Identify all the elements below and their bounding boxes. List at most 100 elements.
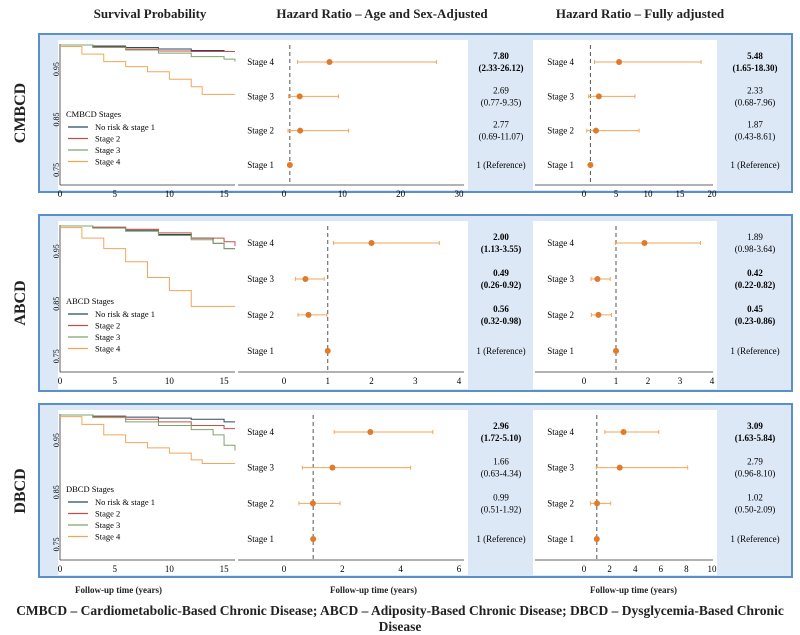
x-tick-label: 5: [614, 189, 619, 199]
hr-ci-label: (1.72-5.10): [481, 433, 522, 443]
x-tick-label: 6: [457, 564, 462, 574]
x-tick-label: 4: [633, 564, 638, 574]
hr-card-abcd: [533, 221, 717, 389]
hr-ci-label: (0.50-2.09): [735, 504, 776, 514]
hr-ci-label: (0.26-0.92): [481, 280, 522, 290]
stage-label: Stage 4: [547, 427, 574, 437]
stage-label: Stage 3: [547, 91, 574, 101]
hr-reference-label: 1 (Reference): [476, 534, 525, 544]
stage-label: Stage 1: [547, 534, 574, 544]
legend-title: ABCD Stages: [66, 296, 114, 306]
xlabel-hr-age-sex: Follow-up time (years): [330, 585, 417, 595]
hr-value-label: 5.48: [747, 51, 763, 61]
x-tick-label: 3: [678, 376, 683, 386]
y-tick-label: 0.75: [52, 537, 61, 551]
hr-point: [302, 275, 309, 282]
legend-label: No risk & stage 1: [95, 497, 155, 507]
hr-value-label: 1.66: [493, 457, 509, 467]
hr-point: [616, 59, 623, 65]
hr-value-label: 2.79: [747, 457, 763, 467]
stage-label: Stage 1: [247, 534, 274, 544]
legend-label: Stage 3: [95, 145, 120, 155]
legend-label: No risk & stage 1: [95, 309, 155, 319]
hr-card-cmbcd: [236, 40, 468, 190]
hr-point: [329, 464, 336, 471]
hr-point: [594, 275, 601, 282]
hr-point: [368, 240, 375, 246]
stage-label: Stage 3: [547, 274, 574, 284]
x-tick-label: 10: [165, 376, 175, 386]
hr-ci-label: (0.51-1.92): [481, 504, 522, 514]
hr-point: [613, 347, 619, 354]
header-survival: Survival Probability: [93, 6, 207, 21]
x-tick-label: 20: [396, 189, 406, 199]
hr-reference-label: 1 (Reference): [730, 160, 779, 170]
survival-card-dbcd: [58, 410, 237, 575]
stage-label: Stage 3: [247, 274, 274, 284]
y-tick-label: 0.95: [52, 62, 61, 76]
x-tick-label: 10: [338, 189, 348, 199]
hr-point: [296, 93, 303, 100]
x-tick-label: 0: [58, 564, 63, 574]
hr-point: [305, 311, 312, 318]
x-tick-label: 15: [220, 189, 230, 199]
hr-ci-label: (0.77-9.35): [481, 97, 522, 107]
x-tick-label: 15: [220, 564, 230, 574]
hr-ci-label: (0.43-8.61): [735, 132, 776, 142]
x-tick-label: 0: [582, 376, 587, 386]
x-tick-label: 4: [398, 564, 403, 574]
stage-label: Stage 2: [247, 498, 274, 508]
stage-label: Stage 2: [247, 126, 274, 136]
hr-ci-label: (0.23-0.86): [735, 316, 776, 326]
hr-card-cmbcd: [533, 40, 717, 190]
y-tick-label: 0.75: [52, 163, 61, 177]
legend-label: Stage 3: [95, 332, 120, 342]
x-tick-label: 2: [607, 564, 612, 574]
hr-reference-label: 1 (Reference): [476, 346, 525, 356]
survival-card-cmbcd: [58, 40, 237, 190]
hr-ci-label: (0.22-0.82): [735, 280, 776, 290]
hr-ci-label: (0.68-7.96): [735, 97, 776, 107]
x-tick-label: 10: [644, 189, 654, 199]
x-tick-label: 0: [282, 564, 287, 574]
hr-card-abcd: [236, 221, 468, 389]
hr-value-label: 0.42: [747, 268, 763, 278]
hr-value-label: 7.80: [493, 51, 509, 61]
x-tick-label: 10: [165, 189, 175, 199]
stage-label: Stage 3: [247, 463, 274, 473]
stage-label: Stage 4: [547, 57, 574, 67]
y-tick-label: 0.85: [52, 113, 61, 127]
hr-point: [595, 311, 602, 318]
y-tick-label: 0.85: [52, 485, 61, 499]
x-tick-label: 0: [582, 189, 587, 199]
hr-point: [587, 161, 594, 168]
hr-value-label: 2.00: [493, 232, 509, 242]
hr-point: [620, 429, 627, 435]
hr-point: [326, 59, 333, 65]
legend-label: No risk & stage 1: [95, 122, 155, 132]
hr-reference-label: 1 (Reference): [730, 346, 779, 356]
stage-label: Stage 1: [547, 346, 574, 356]
x-tick-label: 0: [58, 376, 63, 386]
xlabel-hr-full: Follow-up time (years): [590, 585, 677, 595]
stage-label: Stage 2: [547, 310, 574, 320]
hr-point: [367, 429, 374, 435]
legend-label: Stage 2: [95, 509, 120, 519]
x-tick-label: 4: [457, 376, 462, 386]
hr-value-label: 0.49: [493, 268, 509, 278]
hr-reference-label: 1 (Reference): [730, 534, 779, 544]
hr-point: [309, 500, 316, 507]
survival-line-dbcd-2: [60, 414, 236, 451]
hr-point: [593, 536, 600, 543]
legend-label: Stage 4: [95, 157, 121, 167]
x-tick-label: 4: [710, 376, 715, 386]
hr-value-label: 1.89: [747, 232, 763, 242]
stage-label: Stage 2: [547, 126, 574, 136]
stage-label: Stage 1: [547, 160, 574, 170]
x-tick-label: 0: [282, 376, 287, 386]
legend-label: Stage 2: [95, 321, 120, 331]
y-tick-label: 0.95: [52, 244, 61, 258]
hr-point: [594, 500, 601, 507]
stage-label: Stage 4: [247, 427, 274, 437]
x-tick-label: 6: [659, 564, 664, 574]
